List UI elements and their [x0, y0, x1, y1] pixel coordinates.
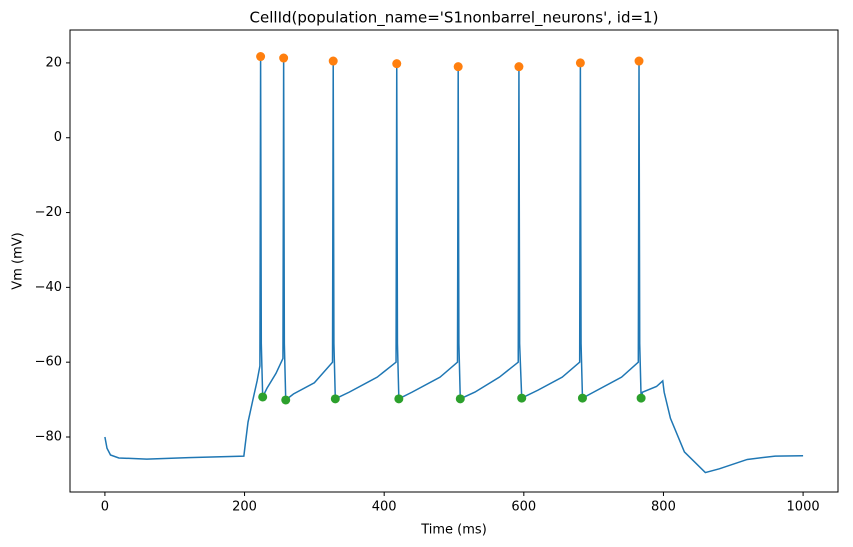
point — [258, 392, 268, 402]
y-tick-label: −20 — [35, 205, 62, 220]
point — [634, 56, 644, 66]
point — [514, 62, 524, 72]
point — [517, 393, 527, 403]
point — [330, 394, 340, 404]
point — [575, 58, 585, 68]
point — [394, 394, 404, 404]
trace-line — [104, 56, 804, 474]
point — [453, 62, 463, 72]
chart-title: CellId(population_name='S1nonbarrel_neur… — [250, 9, 659, 28]
x-tick-label: 200 — [232, 500, 257, 515]
x-tick-label: 600 — [511, 500, 536, 515]
point — [328, 56, 338, 66]
x-tick-label: 800 — [651, 500, 676, 515]
point — [455, 394, 465, 404]
y-tick-label: 20 — [45, 55, 62, 70]
x-tick-label: 400 — [372, 500, 397, 515]
x-axis-label: Time (ms) — [420, 523, 487, 538]
point — [256, 52, 266, 62]
y-tick-label: −80 — [35, 430, 62, 445]
y-tick-label: 0 — [54, 130, 62, 145]
point — [577, 393, 587, 403]
point — [636, 393, 646, 403]
plot-frame — [69, 29, 839, 493]
x-tick-label: 0 — [101, 500, 109, 515]
x-tick-label: 1000 — [787, 500, 820, 515]
y-tick-label: −60 — [35, 355, 62, 370]
y-tick-label: −40 — [35, 280, 62, 295]
point — [279, 53, 289, 63]
y-axis-label: Vm (mV) — [11, 232, 26, 289]
point — [392, 59, 402, 69]
point — [281, 395, 291, 405]
